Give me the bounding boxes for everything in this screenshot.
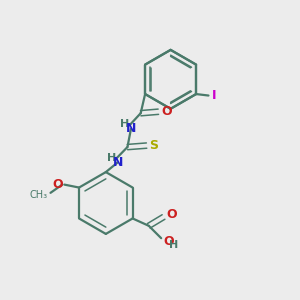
Text: O: O xyxy=(52,178,63,191)
Text: O: O xyxy=(164,235,174,248)
Text: O: O xyxy=(167,208,177,221)
Text: H: H xyxy=(120,119,129,129)
Text: H: H xyxy=(106,153,116,163)
Text: N: N xyxy=(126,122,136,135)
Text: O: O xyxy=(161,105,172,118)
Text: I: I xyxy=(212,89,216,102)
Text: CH₃: CH₃ xyxy=(29,190,48,200)
Text: H: H xyxy=(169,240,179,250)
Text: N: N xyxy=(112,156,123,169)
Text: S: S xyxy=(149,139,158,152)
